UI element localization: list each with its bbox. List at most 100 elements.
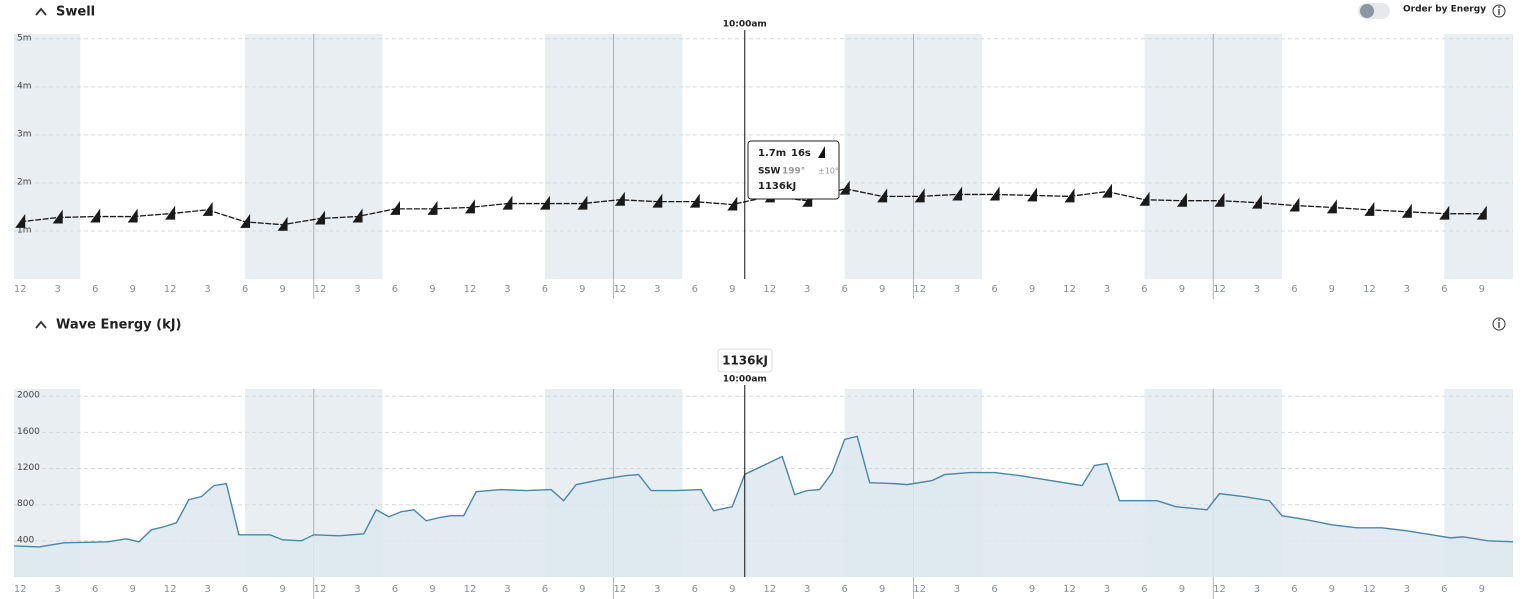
x-tick-label: 3	[654, 584, 660, 595]
x-tick-label: 9	[579, 284, 585, 295]
swell-arrow	[689, 193, 700, 208]
info-icon[interactable]	[1492, 317, 1506, 331]
x-tick-label: 9	[1179, 284, 1185, 295]
swell-arrow	[1027, 187, 1038, 202]
x-tick-label: 12	[913, 584, 926, 595]
x-tick-label: 12	[164, 284, 177, 295]
x-tick-label: 3	[954, 284, 960, 295]
swell-arrow	[315, 210, 326, 225]
x-tick-label: 9	[1479, 584, 1485, 595]
swell-arrow	[1439, 205, 1450, 220]
swell-arrow	[427, 200, 438, 215]
x-tick-label: 9	[1029, 584, 1035, 595]
x-tick-label: 9	[129, 284, 135, 295]
swell-arrow	[1401, 203, 1412, 218]
x-tick-label: 9	[129, 584, 135, 595]
x-tick-label: 6	[1441, 584, 1447, 595]
x-tick-label: 9	[429, 284, 435, 295]
swell-arrow	[877, 188, 888, 203]
x-tick-label: 9	[579, 584, 585, 595]
tooltip-energy: 1136kJ	[758, 181, 796, 192]
x-tick-label: 12	[14, 284, 27, 295]
swell-arrow	[202, 201, 213, 216]
energy-badge-value: 1136kJ	[722, 354, 768, 368]
swell-arrow	[914, 188, 925, 203]
tooltip: 1.7m 16s SSW 199° ±10° 1136kJ	[747, 140, 840, 200]
x-tick-label: 12	[613, 584, 626, 595]
collapse-icon[interactable]	[35, 320, 47, 329]
x-tick-label: 6	[242, 584, 248, 595]
x-tick-label: 9	[1329, 284, 1335, 295]
swell-line	[20, 188, 1482, 226]
x-tick-label: 3	[804, 584, 810, 595]
x-tick-label: 12	[1063, 584, 1076, 595]
x-tick-label: 3	[1254, 584, 1260, 595]
x-tick-label: 3	[204, 584, 210, 595]
y-tick-label: 2m	[17, 177, 32, 187]
x-tick-label: 12	[1213, 284, 1226, 295]
tooltip-spread: ±10°	[818, 167, 839, 176]
night-band	[14, 34, 81, 279]
swell-arrow	[539, 195, 550, 210]
x-tick-label: 3	[1404, 284, 1410, 295]
x-tick-label: 6	[392, 284, 398, 295]
x-tick-label: 12	[1063, 284, 1076, 295]
x-tick-label: 3	[55, 284, 61, 295]
tooltip-degrees: 199°	[782, 167, 805, 177]
x-tick-label: 6	[842, 584, 848, 595]
y-tick-label: 1600	[17, 427, 40, 437]
swell-arrow	[1289, 197, 1300, 212]
swell-arrow	[352, 208, 363, 223]
x-tick-label: 12	[464, 584, 477, 595]
x-tick-label: 6	[92, 584, 98, 595]
swell-arrow	[389, 200, 400, 215]
x-tick-label: 6	[542, 584, 548, 595]
swell-arrow	[1476, 205, 1487, 220]
tooltip-period: 16s	[791, 148, 811, 159]
x-tick-label: 9	[1329, 584, 1335, 595]
x-tick-label: 6	[1141, 584, 1147, 595]
x-tick-label: 9	[1479, 284, 1485, 295]
x-tick-label: 12	[464, 284, 477, 295]
x-tick-label: 3	[954, 584, 960, 595]
x-tick-label: 6	[1291, 584, 1297, 595]
energy-line	[13, 435, 1514, 548]
swell-arrow	[1214, 192, 1225, 207]
cursor-label: 10:00am	[723, 20, 767, 30]
x-tick-label: 3	[55, 584, 61, 595]
swell-arrow	[577, 195, 588, 210]
x-tick-label: 9	[879, 284, 885, 295]
info-icon[interactable]	[1492, 4, 1506, 18]
x-tick-label: 6	[991, 284, 997, 295]
energy-badge	[717, 348, 773, 373]
x-tick-label: 9	[1179, 584, 1185, 595]
x-tick-label: 12	[164, 584, 177, 595]
x-tick-label: 9	[729, 584, 735, 595]
x-tick-label: 12	[314, 584, 327, 595]
swell-arrow	[127, 208, 138, 223]
x-tick-label: 6	[92, 284, 98, 295]
x-tick-label: 12	[613, 284, 626, 295]
night-band	[1444, 34, 1513, 279]
x-tick-label: 6	[242, 284, 248, 295]
tooltip-height: 1.7m	[758, 148, 786, 159]
tooltip-arrow	[818, 146, 825, 158]
x-tick-label: 12	[14, 584, 27, 595]
y-tick-label: 1200	[17, 463, 40, 473]
x-tick-label: 3	[504, 284, 510, 295]
y-tick-label: 5m	[17, 33, 32, 43]
swell-arrow	[1326, 199, 1337, 214]
plots: 1m 2m 3m 4m 5m 10:00am 12 3 6 9 12 3 6 9 12 3 6 9 12 3 6 9 12 3…	[13, 20, 1514, 599]
x-tick-label: 12	[913, 284, 926, 295]
x-tick-label: 12	[1363, 584, 1376, 595]
y-tick-label: 2000	[17, 391, 40, 401]
collapse-icon[interactable]	[35, 7, 47, 16]
swell-arrow	[277, 216, 288, 231]
x-tick-label: 3	[1104, 584, 1110, 595]
x-tick-label: 3	[204, 284, 210, 295]
x-tick-label: 3	[354, 284, 360, 295]
tooltip-direction: SSW	[758, 167, 781, 177]
x-tick-label: 3	[654, 284, 660, 295]
x-tick-label: 9	[429, 584, 435, 595]
